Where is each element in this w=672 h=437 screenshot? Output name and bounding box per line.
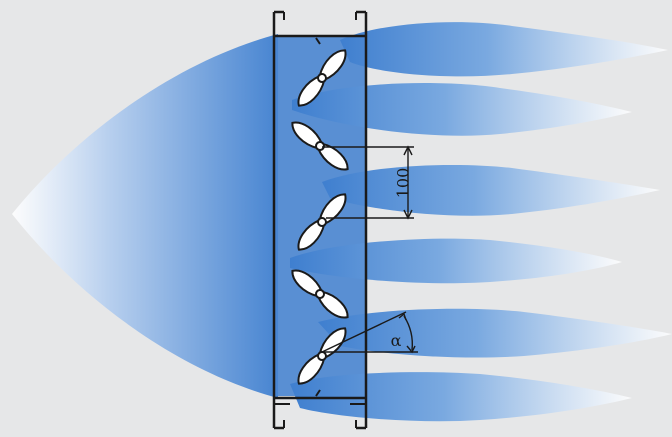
louvre-frame (272, 10, 368, 430)
inflow-region (12, 34, 278, 398)
blades (291, 49, 349, 385)
blade (291, 121, 349, 171)
flow-jet (290, 372, 632, 422)
dimension-line (322, 145, 414, 220)
dimension-label: 100 (394, 168, 413, 199)
angle-label: α (391, 331, 402, 350)
flow-jet (290, 238, 622, 284)
angle-annotation (321, 311, 418, 354)
blade (297, 327, 347, 385)
flow-jet (340, 22, 668, 77)
flow-jet (318, 308, 672, 358)
flow-jet (292, 83, 632, 136)
flow-jet (322, 164, 660, 216)
blade (291, 269, 349, 319)
blade (297, 193, 347, 251)
blade (297, 49, 347, 107)
